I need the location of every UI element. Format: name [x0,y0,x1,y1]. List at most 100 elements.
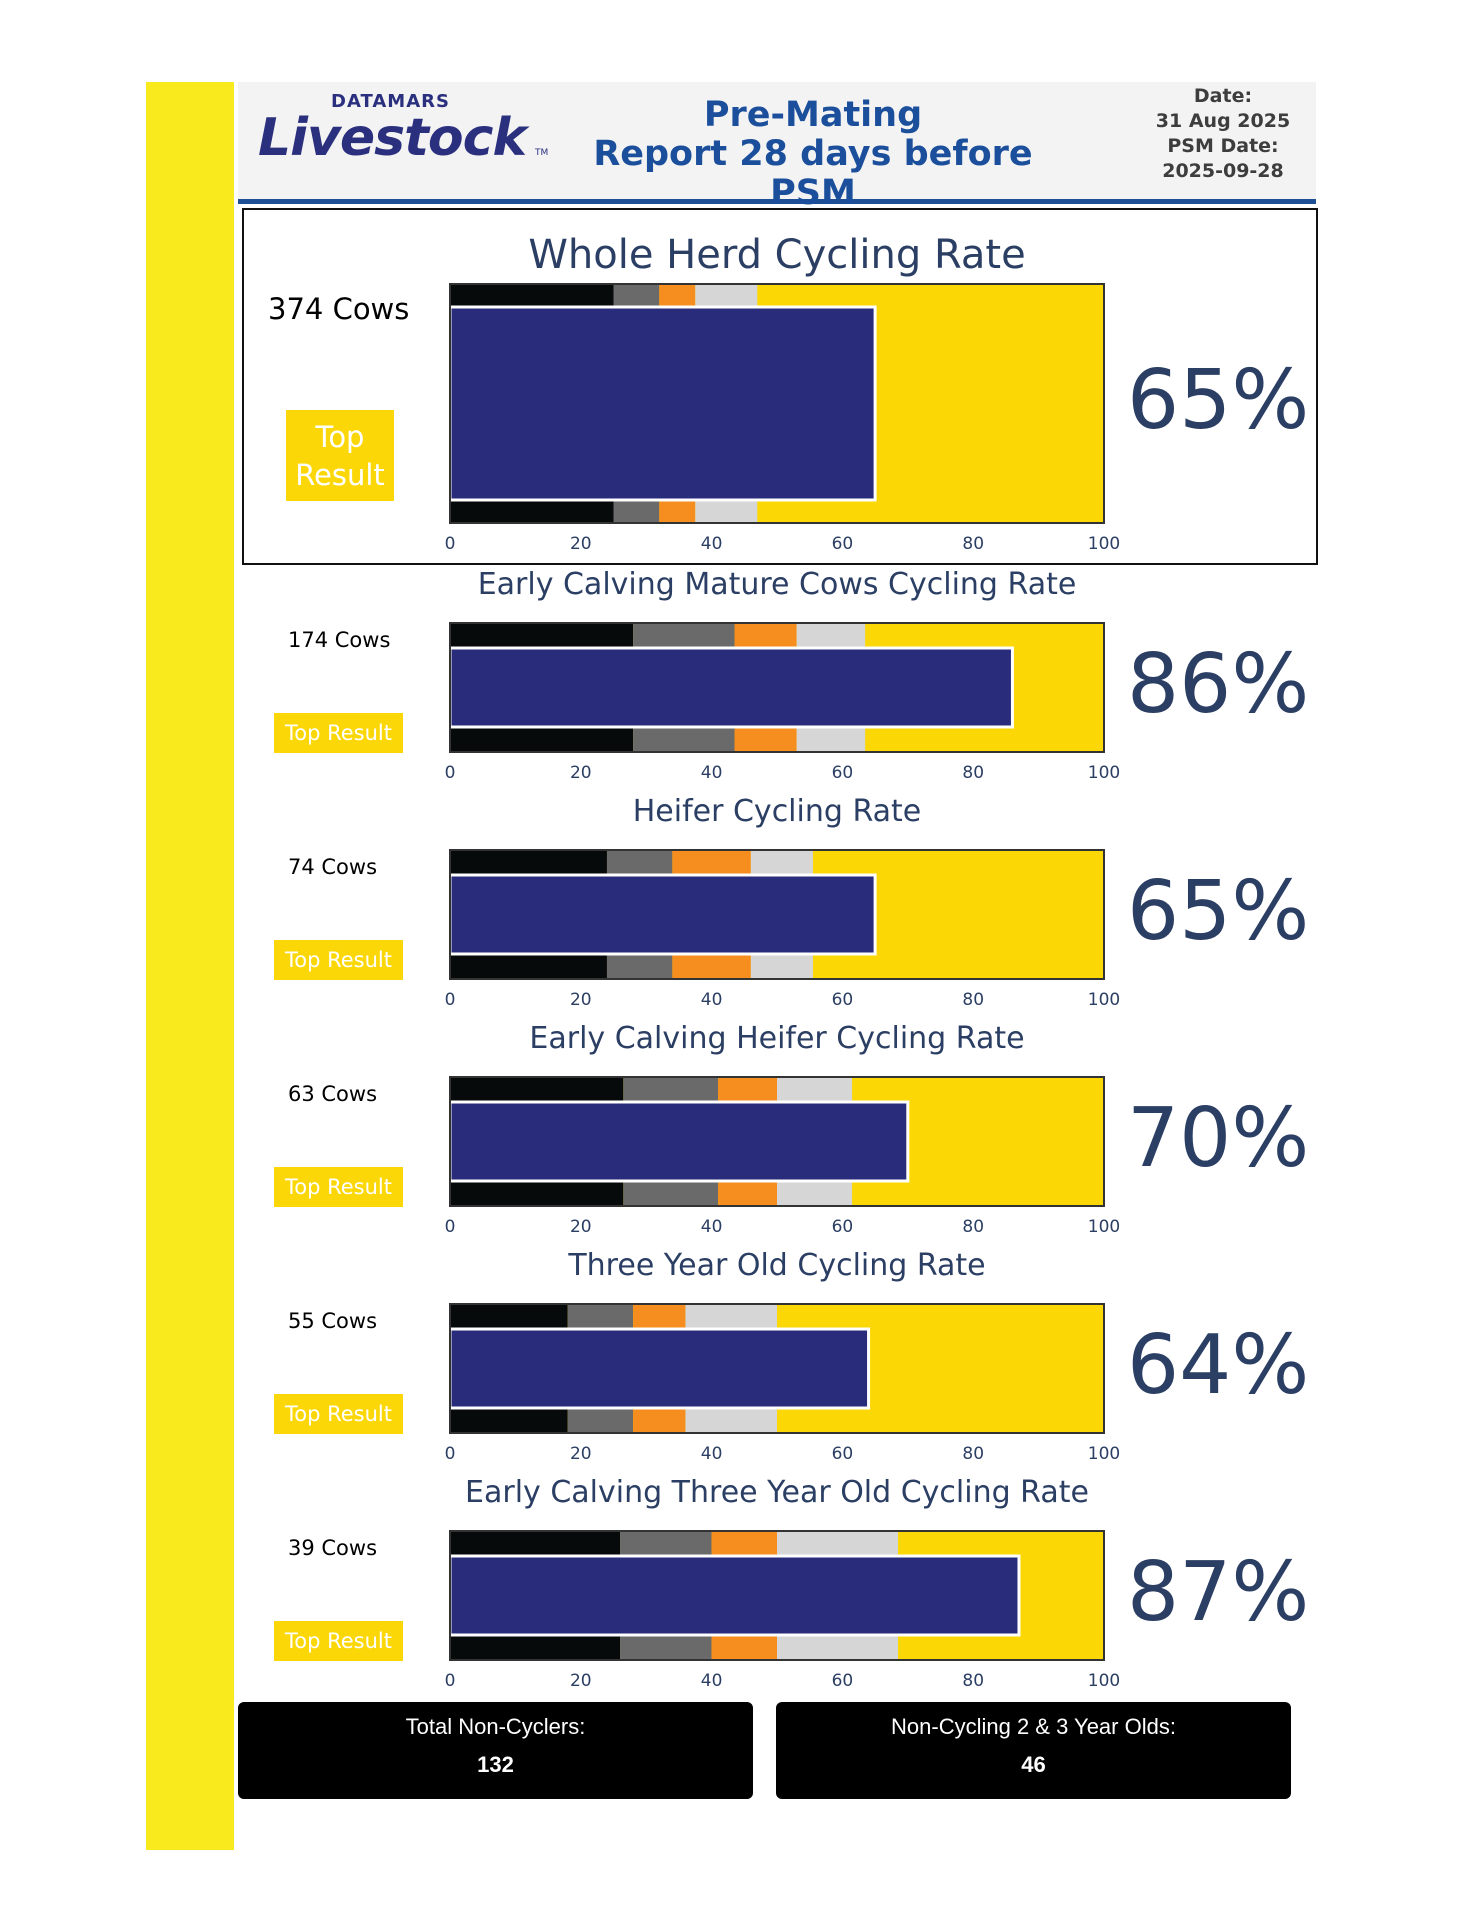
chart-0-band-bottom-0 [450,500,614,523]
chart-0-band-bottom-4 [757,500,1104,523]
chart-0-frame [449,283,1105,524]
chart-2-band-top-0 [450,850,607,875]
chart-4-title: Three Year Old Cycling Rate [568,1248,986,1283]
chart-2-percentage: 65% [1127,863,1310,959]
chart-3-band-bottom-2 [718,1181,777,1206]
chart-2-band-bottom-0 [450,954,607,979]
chart-3-title: Early Calving Heifer Cycling Rate [529,1021,1025,1056]
chart-5-band-bottom-4 [897,1635,1104,1660]
chart-2-band-top-2 [672,850,751,875]
chart-0-top-result-badge: Top Result [286,410,394,501]
chart-2-tick-20: 20 [570,990,592,1010]
chart-5-cow-count: 39 Cows [288,1536,378,1560]
chart-0-band-top-3 [695,284,758,307]
chart-1-band-bottom-4 [865,727,1104,752]
chart-5-tick-60: 60 [832,1671,854,1691]
chart-3-band-top-0 [450,1077,624,1102]
chart-5-band-bottom-2 [711,1635,777,1660]
chart-1-percentage: 86% [1127,636,1310,732]
chart-3-band-bottom-1 [623,1181,719,1206]
chart-5-plot: 0 20 40 60 80 100 [445,1530,1120,1691]
date-value: 31 Aug 2025 [1155,110,1291,132]
chart-4-band-top-4 [777,1304,1104,1329]
logo-name: Livestock [258,108,527,168]
chart-3-value-bar [448,1100,910,1183]
chart-0-percentage: 65% [1127,352,1310,448]
chart-3-frame [449,1076,1105,1207]
chart-3-tick-20: 20 [570,1217,592,1237]
chart-1-band-top-1 [633,623,735,648]
report-header: DATAMARS Livestock TM Pre-Mating Report … [238,82,1316,213]
chart-5-band-top-1 [620,1531,712,1556]
chart-2-band-top-1 [606,850,673,875]
chart-4-band-top-2 [633,1304,686,1329]
chart-4-band-bottom-3 [685,1408,777,1433]
chart-0-title: Whole Herd Cycling Rate [528,232,1026,278]
chart-3-band-bottom-3 [777,1181,853,1206]
chart-3-tick-0: 0 [445,1217,456,1237]
chart-5-band-top-3 [777,1531,898,1556]
chart-0-plot: 0 20 40 60 80 100 [445,283,1120,554]
chart-5-band-bottom-3 [777,1635,898,1660]
chart-4-band-bottom-1 [567,1408,634,1433]
chart-5-tick-0: 0 [445,1671,456,1691]
chart-2-frame [449,849,1105,980]
chart-1-plot: 0 20 40 60 80 100 [445,622,1120,783]
chart-4-top-result-badge: Top Result [274,1394,403,1434]
chart-1-title: Early Calving Mature Cows Cycling Rate [477,567,1077,602]
chart-4-tick-100: 100 [1088,1444,1120,1464]
chart-1-frame [449,622,1105,753]
chart-1-tick-0: 0 [445,763,456,783]
chart-1-band-bottom-2 [734,727,797,752]
chart-4-tick-60: 60 [832,1444,854,1464]
psm-date-label: PSM Date: [1167,135,1279,157]
non-cycling-young-label: Non-Cycling 2 & 3 Year Olds: [891,1714,1176,1739]
chart-3-band-top-4 [852,1077,1104,1102]
chart-4-band-top-1 [567,1304,634,1329]
chart-1-band-top-2 [734,623,797,648]
chart-3-tick-80: 80 [962,1217,984,1237]
chart-1-band-bottom-1 [633,727,735,752]
chart-0-band-top-4 [757,284,1104,307]
chart-0-band-top-2 [659,284,696,307]
chart-5-frame [449,1530,1105,1661]
chart-1-tick-80: 80 [962,763,984,783]
chart-3-top-result-badge: Top Result [274,1167,403,1207]
chart-5-tick-40: 40 [701,1671,723,1691]
chart-5-band-top-0 [450,1531,621,1556]
chart-0-tick-60: 60 [832,534,854,554]
chart-3-percentage: 70% [1127,1090,1310,1186]
chart-2-band-bottom-1 [606,954,673,979]
chart-2-value-bar [448,873,877,956]
chart-0-cow-count: 374 Cows [268,292,410,326]
chart-5-title: Early Calving Three Year Old Cycling Rat… [465,1475,1089,1510]
chart-1-tick-40: 40 [701,763,723,783]
chart-3-band-bottom-0 [450,1181,624,1206]
chart-3-tick-40: 40 [701,1217,723,1237]
chart-4-percentage: 64% [1127,1317,1310,1413]
chart-4-tick-20: 20 [570,1444,592,1464]
chart-1-band-top-0 [450,623,634,648]
chart-0-tick-80: 80 [962,534,984,554]
chart-1-value-bar [448,646,1014,729]
chart-5-band-top-2 [711,1531,777,1556]
chart-0-tick-100: 100 [1088,534,1120,554]
chart-2-tick-60: 60 [832,990,854,1010]
chart-1-band-top-4 [865,623,1104,648]
chart-5-band-bottom-1 [620,1635,712,1660]
logo-brand: DATAMARS [331,91,450,112]
chart-0-band-top-0 [450,284,614,307]
chart-2-plot: 0 20 40 60 80 100 [445,849,1120,1010]
chart-0-band-bottom-2 [659,500,696,523]
chart-0-band-bottom-3 [695,500,758,523]
chart-4-band-top-0 [450,1304,568,1329]
chart-2-band-top-4 [812,850,1104,875]
chart-4-tick-0: 0 [445,1444,456,1464]
total-non-cyclers-label: Total Non-Cyclers: [405,1714,586,1739]
chart-5-band-bottom-0 [450,1635,621,1660]
chart-0-value-bar [448,305,877,502]
chart-2-band-top-3 [750,850,813,875]
chart-2-band-bottom-2 [672,954,751,979]
chart-2-cow-count: 74 Cows [288,855,378,879]
chart-1-tick-60: 60 [832,763,854,783]
